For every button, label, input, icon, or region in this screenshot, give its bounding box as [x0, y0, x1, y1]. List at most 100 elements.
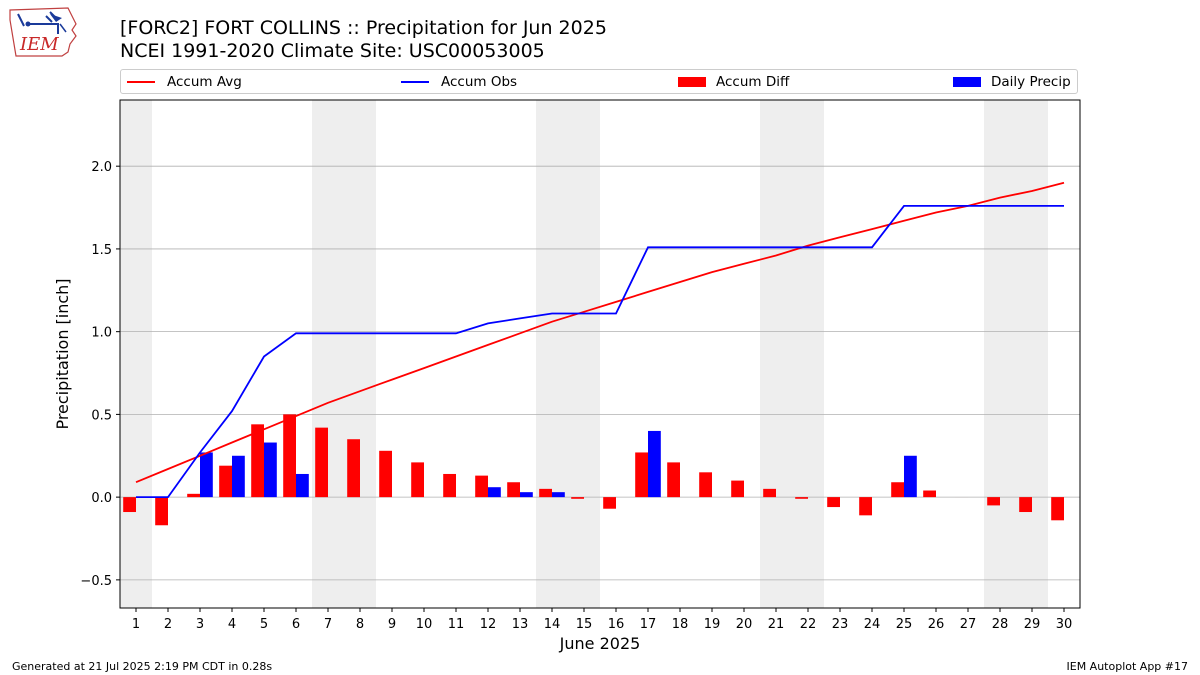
- accum-diff-bar: [1019, 497, 1032, 513]
- accum-diff-bar: [667, 462, 680, 498]
- weekend-shade-band: [120, 100, 152, 608]
- daily-precip-bar: [200, 452, 213, 498]
- y-tick-label: −0.5: [80, 574, 112, 589]
- accum-diff-bar: [283, 414, 296, 498]
- accum-diff-bar: [379, 450, 392, 498]
- iowa-outline-icon: [9, 7, 77, 57]
- legend-item-accum-diff: Accum Diff: [678, 70, 789, 93]
- accum-diff-bar: [635, 452, 648, 498]
- accum-avg-line: [135, 181, 1065, 484]
- svg-text:IEM: IEM: [19, 34, 59, 55]
- legend-item-accum-avg: Accum Avg: [127, 70, 242, 93]
- accum-diff-bar: [923, 490, 936, 498]
- accum-diff-bar: [475, 475, 488, 498]
- x-tick-label: 20: [736, 617, 753, 632]
- x-tick-label: 15: [576, 617, 593, 632]
- x-tick-label: 17: [640, 617, 657, 632]
- daily-precip-bar: [264, 442, 277, 498]
- daily-precip-bar: [232, 455, 245, 498]
- y-tick-label: 0.5: [91, 408, 112, 423]
- accum-diff-bar: [251, 424, 264, 498]
- x-tick-label: 30: [1056, 617, 1073, 632]
- y-axis-label: Precipitation [inch]: [53, 278, 72, 429]
- accum-diff-bar: [443, 473, 456, 498]
- y-tick-label: 2.0: [91, 160, 112, 175]
- y-tick-label: 1.0: [91, 326, 112, 341]
- x-tick-label: 12: [480, 617, 497, 632]
- weekend-shade-band: [536, 100, 568, 608]
- weekend-shade-band: [312, 100, 344, 608]
- x-tick-label: 23: [832, 617, 849, 632]
- accum-diff-bar: [155, 497, 168, 526]
- chart-subtitle: NCEI 1991-2020 Climate Site: USC00053005: [120, 40, 545, 62]
- x-tick-label: 11: [448, 617, 465, 632]
- weekend-shade-band: [344, 100, 376, 608]
- accum-diff-bar: [891, 482, 904, 498]
- legend-item-daily-precip: Daily Precip: [953, 70, 1071, 93]
- weekend-shade-band: [1016, 100, 1048, 608]
- legend-label: Accum Obs: [441, 73, 518, 90]
- legend-bar-swatch: [953, 76, 981, 87]
- x-tick-label: 21: [768, 617, 785, 632]
- accum-diff-bar: [1051, 497, 1064, 521]
- accum-diff-bar: [859, 497, 872, 516]
- accum-diff-bar: [411, 462, 424, 498]
- daily-precip-bar: [904, 455, 917, 498]
- x-tick-label: 3: [196, 617, 204, 632]
- accum-diff-bar: [539, 488, 552, 498]
- x-tick-label: 2: [164, 617, 172, 632]
- iem-logo: IEM: [9, 7, 77, 57]
- x-tick-label: 22: [800, 617, 817, 632]
- x-tick-label: 18: [672, 617, 689, 632]
- accum-diff-bar: [827, 497, 840, 508]
- x-tick-label: 26: [928, 617, 945, 632]
- accum-diff-bar: [603, 497, 616, 509]
- daily-precip-bar: [648, 430, 661, 498]
- x-tick-label: 1: [132, 617, 140, 632]
- x-tick-label: 14: [544, 617, 561, 632]
- accum-diff-bar: [315, 427, 328, 498]
- chart-legend: Accum Avg Accum Obs Accum Diff Daily Pre…: [120, 69, 1078, 94]
- y-tick-label: 0.0: [91, 491, 112, 506]
- weekend-shade-band: [568, 100, 600, 608]
- accum-diff-bar: [699, 472, 712, 498]
- accum-diff-bar: [507, 482, 520, 498]
- x-tick-label: 19: [704, 617, 721, 632]
- accum-diff-bar: [123, 497, 136, 513]
- x-tick-label: 6: [292, 617, 300, 632]
- daily-precip-bar: [520, 492, 533, 498]
- accum-diff-bar: [571, 497, 584, 499]
- x-axis-label: June 2025: [559, 634, 641, 653]
- x-tick-label: 9: [388, 617, 396, 632]
- x-tick-label: 27: [960, 617, 977, 632]
- x-tick-label: 5: [260, 617, 268, 632]
- daily-precip-bar: [296, 473, 309, 498]
- x-tick-label: 13: [512, 617, 529, 632]
- legend-label: Daily Precip: [991, 73, 1071, 90]
- plot-frame: [119, 99, 1081, 609]
- weather-station-icon: [17, 11, 59, 34]
- daily-precip-bar: [552, 492, 565, 498]
- x-tick-label: 25: [896, 617, 913, 632]
- accum-diff-bar: [795, 497, 808, 499]
- x-tick-label: 29: [1024, 617, 1041, 632]
- x-tick-label: 16: [608, 617, 625, 632]
- x-tick-label: 24: [864, 617, 881, 632]
- weekend-shade-band: [760, 100, 792, 608]
- legend-line-swatch: [401, 80, 429, 83]
- daily-precip-bar: [488, 487, 501, 498]
- accum-diff-bar: [347, 439, 360, 498]
- x-tick-label: 28: [992, 617, 1009, 632]
- accum-diff-bar: [987, 497, 1000, 506]
- accum-diff-bar: [731, 480, 744, 498]
- accum-obs-line: [136, 204, 1064, 499]
- x-tick-label: 7: [324, 617, 332, 632]
- legend-label: Accum Diff: [716, 73, 790, 90]
- weekend-shade-band: [792, 100, 824, 608]
- accum-diff-bar: [763, 488, 776, 498]
- legend-line-swatch: [127, 80, 155, 83]
- y-tick-label: 1.5: [91, 243, 112, 258]
- x-tick-label: 8: [356, 617, 364, 632]
- legend-label: Accum Avg: [167, 73, 242, 90]
